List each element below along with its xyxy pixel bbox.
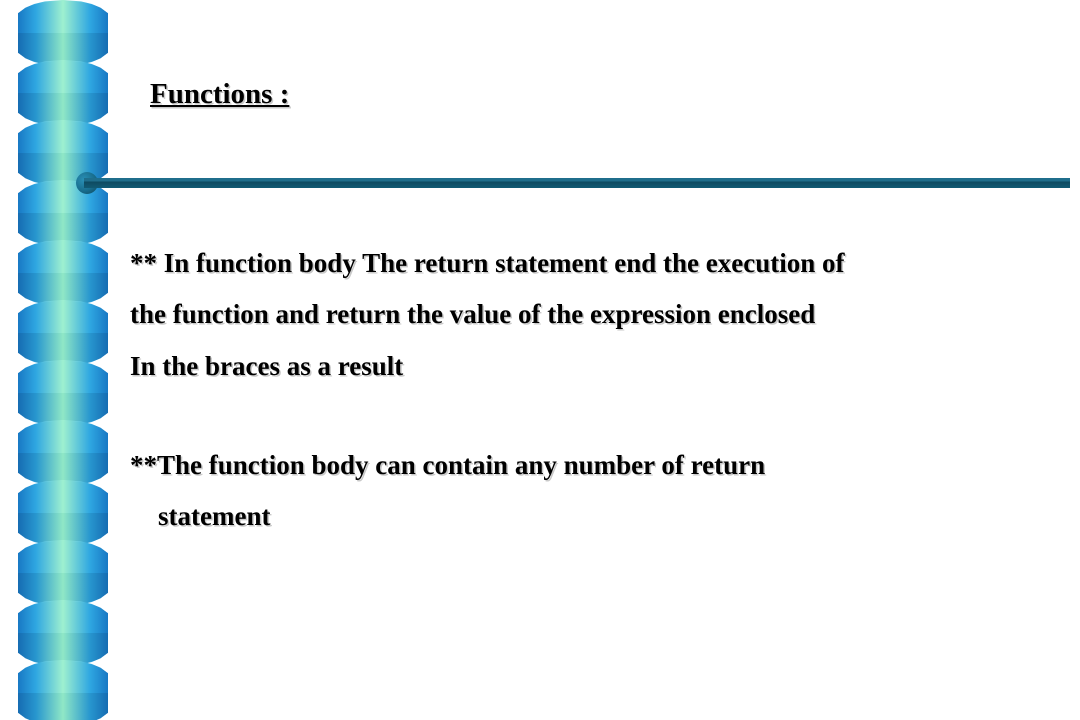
paragraph-2: **The function body can contain any numb…	[130, 440, 1050, 543]
paragraph-1: ** In function body The return statement…	[130, 238, 1050, 392]
spiral-decoration	[18, 0, 108, 720]
slide-title: Functions :	[150, 78, 289, 111]
paragraph-2-line-2: statement	[130, 491, 1050, 542]
paragraph-2-line-1: **The function body can contain any numb…	[130, 450, 765, 480]
paragraph-1-line-1: ** In function body The return statement…	[130, 248, 845, 278]
horizontal-rule	[84, 178, 1070, 188]
slide-content: Functions : ** In function body The retu…	[130, 0, 1080, 720]
paragraph-1-line-2: the function and return the value of the…	[130, 299, 815, 329]
paragraph-1-line-3: In the braces as a result	[130, 351, 403, 381]
